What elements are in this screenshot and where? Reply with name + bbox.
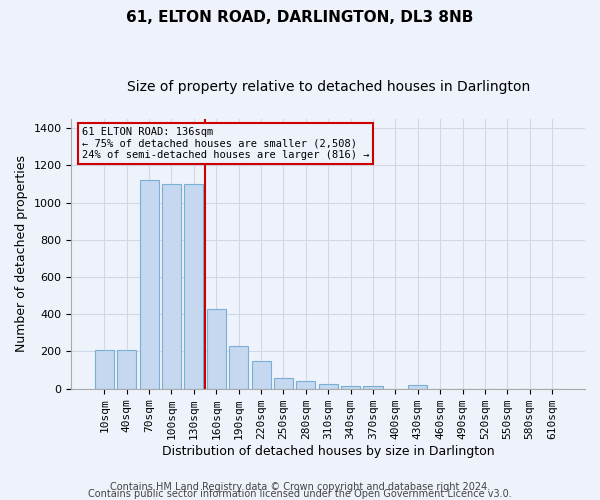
Bar xyxy=(341,386,360,388)
Text: 61, ELTON ROAD, DARLINGTON, DL3 8NB: 61, ELTON ROAD, DARLINGTON, DL3 8NB xyxy=(127,10,473,25)
Bar xyxy=(296,382,316,388)
Title: Size of property relative to detached houses in Darlington: Size of property relative to detached ho… xyxy=(127,80,530,94)
Bar xyxy=(95,350,114,389)
Text: 61 ELTON ROAD: 136sqm
← 75% of detached houses are smaller (2,508)
24% of semi-d: 61 ELTON ROAD: 136sqm ← 75% of detached … xyxy=(82,127,369,160)
Text: Contains HM Land Registry data © Crown copyright and database right 2024.: Contains HM Land Registry data © Crown c… xyxy=(110,482,490,492)
Bar xyxy=(229,346,248,389)
Bar xyxy=(140,180,158,388)
Bar xyxy=(364,386,383,388)
Bar xyxy=(274,378,293,388)
Bar xyxy=(251,361,271,388)
Bar xyxy=(319,384,338,388)
Text: Contains public sector information licensed under the Open Government Licence v3: Contains public sector information licen… xyxy=(88,489,512,499)
Bar xyxy=(162,184,181,388)
Y-axis label: Number of detached properties: Number of detached properties xyxy=(15,155,28,352)
Bar xyxy=(184,184,203,388)
Bar xyxy=(207,308,226,388)
X-axis label: Distribution of detached houses by size in Darlington: Distribution of detached houses by size … xyxy=(162,444,494,458)
Bar xyxy=(408,386,427,388)
Bar xyxy=(117,350,136,389)
